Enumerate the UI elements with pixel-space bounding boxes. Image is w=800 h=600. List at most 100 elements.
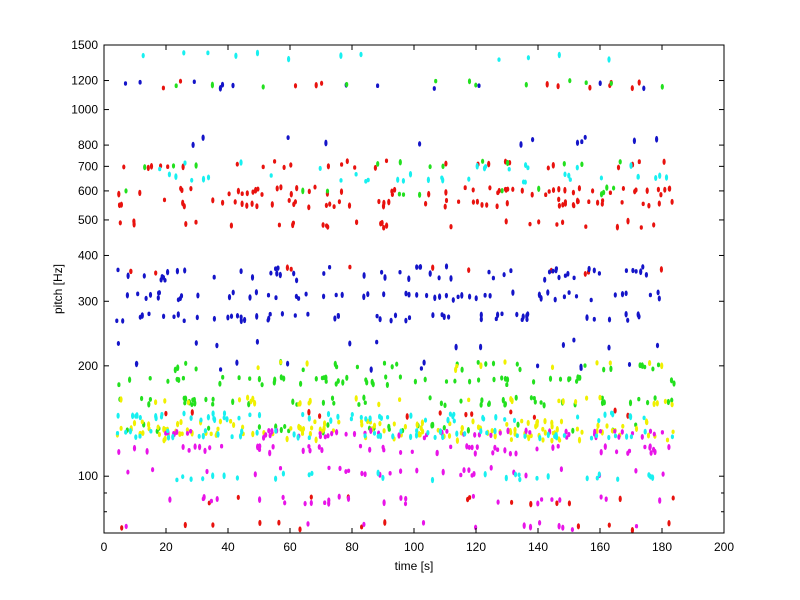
data-point	[415, 467, 419, 474]
data-point	[289, 190, 293, 198]
data-point	[634, 425, 639, 432]
data-point	[383, 519, 387, 526]
data-point	[517, 472, 521, 478]
data-point	[266, 318, 270, 323]
data-point	[376, 161, 380, 167]
data-point	[657, 295, 661, 302]
data-point	[267, 428, 271, 434]
data-point	[382, 428, 386, 434]
data-point	[240, 200, 244, 208]
data-point	[116, 412, 120, 419]
data-point	[655, 135, 659, 143]
data-point	[597, 271, 602, 276]
data-point	[258, 519, 262, 526]
data-point	[488, 185, 492, 191]
data-point	[218, 84, 222, 92]
data-point	[176, 311, 180, 318]
data-point	[511, 186, 515, 192]
data-point	[444, 160, 448, 167]
data-point	[538, 520, 542, 526]
data-point	[433, 294, 437, 302]
data-point	[653, 395, 657, 401]
data-point	[166, 378, 170, 384]
y-tick-label: 700	[78, 159, 98, 173]
data-point	[279, 426, 283, 434]
data-point	[328, 201, 332, 207]
data-point	[307, 188, 311, 195]
data-point	[399, 450, 403, 455]
data-point	[479, 311, 483, 319]
data-point	[275, 270, 279, 277]
data-point	[471, 187, 475, 193]
data-point	[289, 162, 293, 168]
data-point	[203, 447, 207, 454]
data-point	[671, 495, 675, 501]
data-point	[309, 494, 313, 500]
data-point	[301, 367, 305, 373]
data-point	[388, 471, 392, 476]
data-point	[215, 342, 219, 349]
data-point	[144, 295, 148, 302]
data-point	[424, 200, 428, 207]
data-point	[360, 421, 364, 428]
data-point	[261, 84, 265, 90]
data-point	[176, 297, 180, 303]
data-point	[583, 363, 587, 368]
data-point	[221, 199, 225, 206]
data-point	[506, 427, 510, 435]
data-point	[609, 80, 613, 86]
data-point	[625, 433, 629, 440]
data-point	[512, 417, 517, 424]
data-point	[289, 266, 293, 272]
y-axis: 100 200 300 400 500 600 700 800 1000 1200 1500	[71, 38, 724, 513]
data-point	[550, 437, 554, 444]
data-point	[555, 426, 559, 433]
data-point	[308, 447, 312, 454]
data-point	[341, 379, 345, 386]
data-point	[509, 409, 513, 415]
data-point	[158, 166, 162, 172]
data-point	[643, 364, 647, 370]
data-point	[301, 187, 305, 195]
data-point	[495, 203, 499, 210]
data-point	[642, 415, 646, 421]
data-point	[194, 162, 198, 169]
data-point	[384, 158, 389, 164]
data-point	[270, 201, 274, 208]
data-point	[181, 444, 185, 450]
data-point	[398, 159, 402, 166]
x-tick-label: 0	[101, 540, 108, 554]
data-point	[274, 428, 278, 434]
data-point	[232, 422, 236, 428]
data-point	[333, 315, 337, 322]
data-point	[397, 191, 401, 197]
data-point	[421, 519, 426, 526]
data-point	[637, 79, 641, 86]
data-point	[182, 318, 186, 324]
x-tick-label: 40	[221, 540, 235, 554]
data-point	[602, 366, 606, 373]
data-point	[403, 423, 407, 430]
data-point	[229, 222, 233, 229]
data-point	[292, 270, 296, 277]
data-point	[293, 199, 297, 205]
data-point	[636, 174, 640, 180]
data-point	[554, 266, 559, 271]
data-point	[201, 175, 206, 183]
data-point	[293, 313, 297, 318]
data-point	[503, 447, 507, 454]
data-point	[207, 425, 211, 431]
data-point	[399, 495, 403, 501]
data-point	[390, 364, 394, 370]
data-point	[376, 83, 380, 89]
data-point	[350, 412, 354, 417]
data-point	[375, 313, 379, 319]
data-point	[162, 197, 167, 203]
data-point	[652, 431, 656, 437]
data-point	[587, 265, 591, 273]
data-point	[471, 493, 475, 499]
data-point	[509, 268, 513, 274]
data-point	[460, 424, 464, 432]
data-point	[647, 202, 651, 209]
data-point	[599, 494, 603, 500]
